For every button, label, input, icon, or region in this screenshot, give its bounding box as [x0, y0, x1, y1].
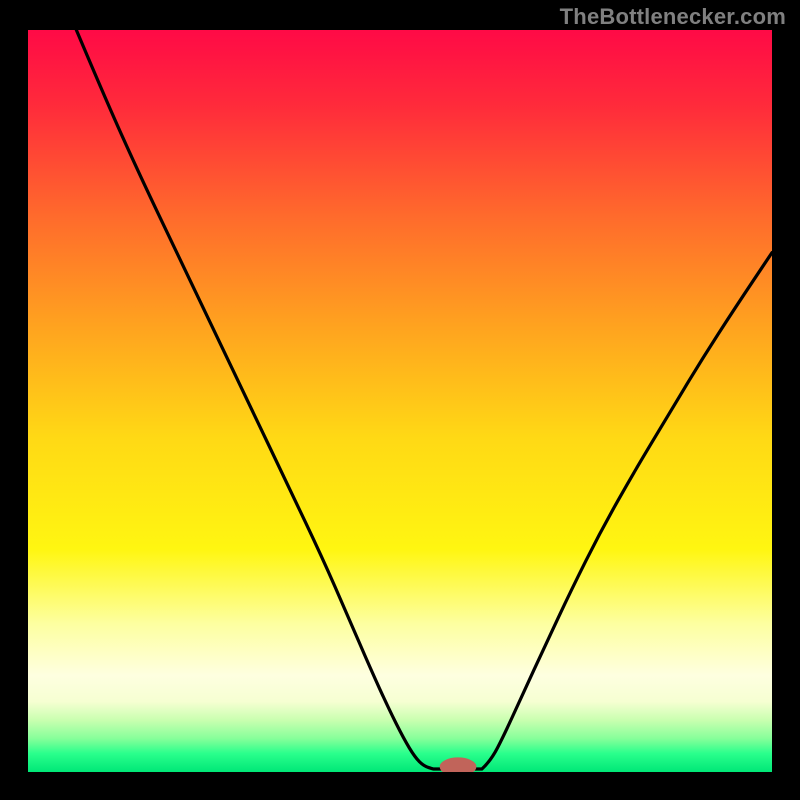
frame-left [0, 0, 28, 800]
chart-stage: TheBottlenecker.com [0, 0, 800, 800]
bottleneck-chart [0, 0, 800, 800]
watermark-text: TheBottlenecker.com [560, 4, 786, 30]
frame-bottom [0, 772, 800, 800]
plot-background [28, 30, 772, 772]
frame-right [772, 0, 800, 800]
